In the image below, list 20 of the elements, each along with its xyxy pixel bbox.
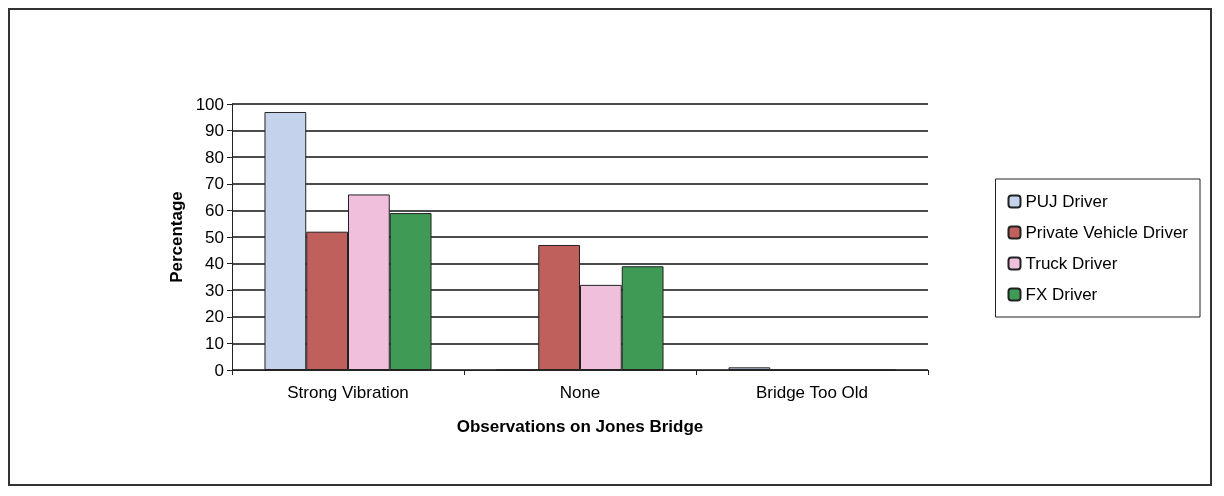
y-tick-label: 90 xyxy=(205,121,224,141)
y-tick-label: 80 xyxy=(205,147,224,167)
y-tick-label: 50 xyxy=(205,227,224,247)
y-axis-title: Percentage xyxy=(166,191,186,283)
x-tick-label: Strong Vibration xyxy=(287,383,409,402)
y-tick-label: 40 xyxy=(205,254,224,274)
x-tick-label: Bridge Too Old xyxy=(755,383,869,402)
legend-label: FX Driver xyxy=(1025,285,1098,304)
y-tick-label: 30 xyxy=(205,280,224,300)
legend-label: Truck Driver xyxy=(1025,254,1118,273)
y-tick-label: 100 xyxy=(195,94,224,114)
x-tick-label: None xyxy=(559,383,601,402)
x-axis-title: Observations on Jones Bridge xyxy=(456,417,704,436)
y-tick-label: 10 xyxy=(205,333,224,353)
legend-label: PUJ Driver xyxy=(1025,192,1108,211)
y-tick-label: 60 xyxy=(205,200,224,220)
y-tick-label: 70 xyxy=(205,174,224,194)
legend-label: Private Vehicle Driver xyxy=(1025,223,1189,242)
y-tick-label: 20 xyxy=(205,307,224,327)
y-tick-label: 0 xyxy=(214,360,224,380)
